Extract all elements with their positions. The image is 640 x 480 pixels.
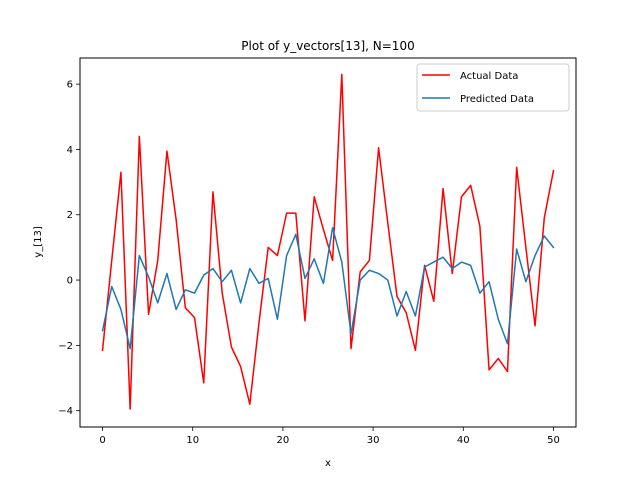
x-tick-label: 0 xyxy=(99,435,105,446)
y-tick-label: 4 xyxy=(67,145,73,156)
x-tick-label: 20 xyxy=(277,435,290,446)
y-tick-label: 2 xyxy=(67,210,73,221)
series-line-actual xyxy=(101,73,555,410)
y-tick-label: −2 xyxy=(58,341,73,352)
y-tick-label: −4 xyxy=(58,406,73,417)
x-tick-label: 10 xyxy=(186,435,199,446)
y-tick-label: 0 xyxy=(67,276,73,287)
y-tick-label: 6 xyxy=(67,80,73,91)
legend-box xyxy=(416,63,570,112)
y-axis: −4 −2 0 2 4 6 xyxy=(58,80,80,417)
legend-label-predicted: Predicted Data xyxy=(460,94,534,105)
y-axis-label: y_[13] xyxy=(33,226,44,258)
x-tick-label: 40 xyxy=(457,435,470,446)
series-line-predicted xyxy=(101,227,555,350)
x-tick-label: 50 xyxy=(547,435,560,446)
x-axis-label: x xyxy=(325,458,331,469)
legend-label-actual: Actual Data xyxy=(460,71,518,82)
plot-frame xyxy=(79,57,577,428)
x-tick-label: 30 xyxy=(367,435,380,446)
legend: Actual Data Predicted Data xyxy=(416,63,570,112)
series-layer xyxy=(101,73,555,410)
x-axis: 0 10 20 30 40 50 xyxy=(99,427,560,446)
chart-title: Plot of y_vectors[13], N=100 xyxy=(241,39,414,53)
